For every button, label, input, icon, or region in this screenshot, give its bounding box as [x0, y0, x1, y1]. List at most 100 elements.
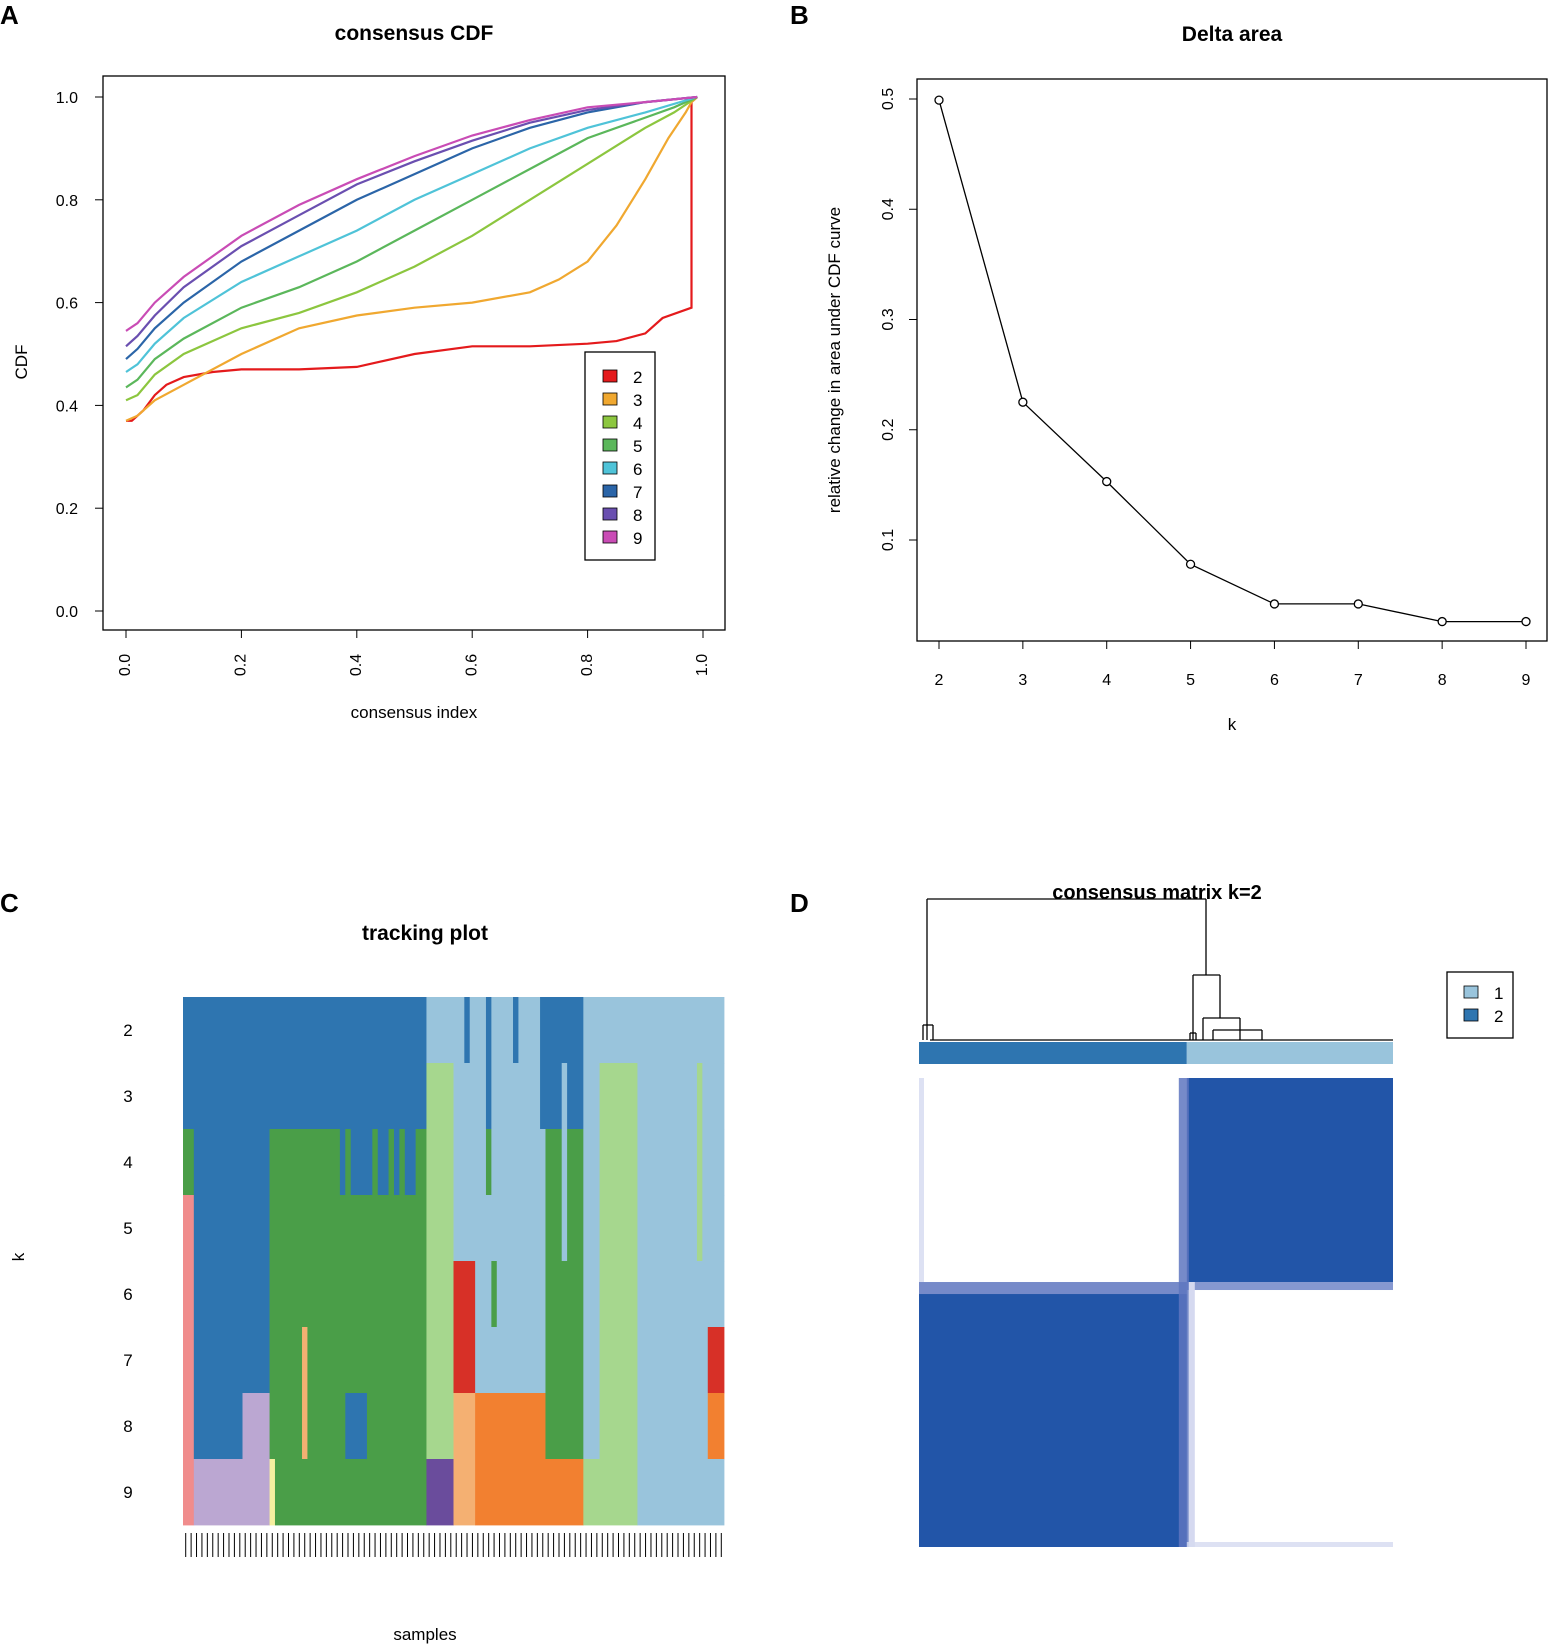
delta-y-tick-label: 0.4	[880, 198, 897, 220]
tracking-cell	[426, 1393, 454, 1460]
cdf-x-tick-label: 0.6	[463, 654, 480, 676]
tracking-cell	[561, 1063, 568, 1130]
cdf-y-tick-label: 0.8	[56, 193, 78, 210]
consensus-legend-label: 2	[1494, 1007, 1503, 1026]
cdf-legend-swatch	[602, 415, 618, 429]
cdf-y-tick-label: 0.6	[56, 296, 78, 313]
tracking-cell	[339, 1129, 346, 1196]
tracking-cell	[561, 1129, 568, 1196]
tracking-cell	[485, 1129, 492, 1196]
tracking-cell	[491, 1261, 498, 1328]
tracking-cell	[545, 1195, 563, 1262]
tracking-cell	[193, 1459, 270, 1526]
tracking-cell	[404, 1129, 417, 1196]
tracking-cell	[561, 1195, 568, 1262]
tracking-cell	[583, 1129, 600, 1196]
tracking-cell	[567, 1129, 584, 1196]
delta-x-tick-label: 9	[1522, 672, 1531, 689]
panel-letter-d: D	[790, 888, 809, 918]
tracking-row-label: 3	[123, 1087, 132, 1106]
tracking-cell	[583, 1459, 638, 1526]
cdf-y-tick-label: 0.0	[56, 604, 78, 621]
tracking-cell	[583, 997, 725, 1064]
panel-letter-b: B	[790, 0, 809, 30]
delta-line	[938, 99, 1526, 623]
cdf-legend-label: 8	[633, 506, 642, 525]
cdf-legend-swatch	[602, 461, 618, 475]
panel-letter-c: C	[0, 888, 19, 918]
delta-x-tick-label: 6	[1270, 672, 1279, 689]
cdf-ylabel: CDF	[12, 345, 31, 380]
cdf-legend-label: 6	[633, 460, 642, 479]
cdf-legend	[584, 351, 656, 561]
cdf-legend-label: 7	[633, 483, 642, 502]
tracking-cell	[453, 1327, 476, 1394]
cdf-legend-label: 4	[633, 414, 642, 433]
cdf-title: consensus CDF	[335, 22, 494, 45]
cdf-legend-swatch	[602, 507, 618, 521]
cdf-legend-label: 5	[633, 437, 642, 456]
tracking-cell	[702, 1129, 725, 1196]
cdf-series-6-line	[125, 95, 698, 373]
delta-x-tick-label: 8	[1438, 672, 1447, 689]
tracking-cell	[583, 1393, 600, 1460]
cdf-y-tick-label: 0.2	[56, 501, 78, 518]
delta-point	[1353, 599, 1363, 609]
cdf-x-tick-label: 0.4	[348, 654, 365, 676]
tracking-cell	[426, 1129, 454, 1196]
tracking-ylabel: k	[9, 1252, 28, 1261]
tracking-cell	[426, 1195, 454, 1262]
tracking-cell	[491, 997, 514, 1064]
delta-y-tick-label: 0.2	[880, 419, 897, 441]
delta-x-tick-label: 4	[1102, 672, 1111, 689]
cdf-y-tick-label: 1.0	[56, 90, 78, 107]
tracking-cell	[193, 1327, 270, 1394]
cdf-series-3-line	[125, 96, 698, 422]
cdf-xlabel: consensus index	[351, 703, 478, 722]
tracking-row-label: 5	[123, 1219, 132, 1238]
consensus-stripe-col	[1178, 1078, 1189, 1547]
tracking-cell	[453, 1261, 476, 1328]
delta-y-tick-label: 0.3	[880, 308, 897, 330]
tracking-cell	[183, 997, 427, 1064]
tracking-cell	[637, 1195, 698, 1262]
tracking-cell	[453, 1063, 487, 1130]
tracking-cell	[269, 1393, 303, 1460]
tracking-cell	[475, 1261, 492, 1328]
tracking-row-label: 4	[123, 1153, 132, 1172]
cdf-legend-label: 3	[633, 391, 642, 410]
tracking-cell	[426, 1327, 454, 1394]
tracking-title: tracking plot	[362, 922, 488, 945]
tracking-cell	[518, 997, 541, 1064]
tracking-cell	[426, 1261, 454, 1328]
consensus-stripe-row-right	[1186, 1282, 1393, 1291]
tracking-cell	[696, 1195, 703, 1262]
delta-x-tick-label: 2	[935, 672, 944, 689]
cdf-legend-swatch	[602, 530, 618, 544]
tracking-cell	[372, 1129, 379, 1196]
cdf-x-tick-label: 0.2	[233, 654, 250, 676]
delta-point	[1102, 476, 1112, 487]
delta-point	[1018, 397, 1028, 407]
cdf-legend-label: 2	[633, 368, 642, 387]
tracking-row-label: 7	[123, 1351, 132, 1370]
tracking-cell	[545, 1393, 584, 1460]
tracking-cell	[274, 1459, 427, 1526]
tracking-row-label: 2	[123, 1021, 132, 1040]
cdf-series-8-line	[125, 95, 698, 348]
delta-x-tick-label: 3	[1018, 672, 1027, 689]
cdf-legend-swatch	[602, 484, 618, 498]
delta-x-tick-label: 5	[1186, 672, 1195, 689]
tracking-cell	[377, 1129, 389, 1196]
tracking-cell	[345, 1393, 368, 1460]
consensus-legend-label: 1	[1494, 984, 1503, 1003]
tracking-cell	[269, 1459, 276, 1526]
tracking-cell	[637, 1063, 698, 1130]
consensus-cluster-bar-1	[1186, 1042, 1393, 1064]
tracking-cell	[366, 1393, 427, 1460]
tracking-cell	[567, 1195, 584, 1262]
tracking-cell	[496, 1261, 546, 1328]
tracking-cell	[599, 1327, 638, 1394]
tracking-cell	[183, 1327, 195, 1394]
